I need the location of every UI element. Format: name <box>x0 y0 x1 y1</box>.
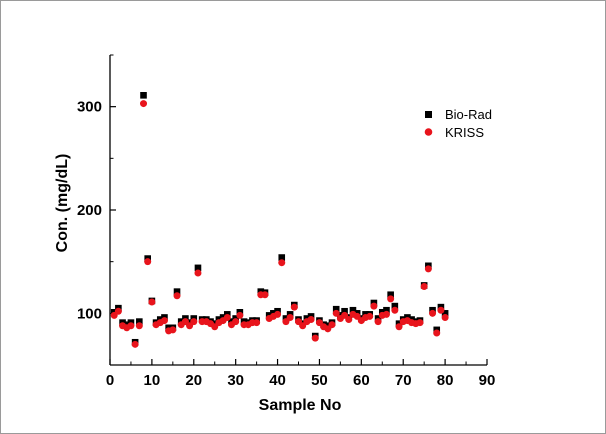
point-kriss <box>173 292 181 300</box>
point-kriss <box>433 329 441 337</box>
point-kriss <box>274 310 282 318</box>
point-bio-rad <box>173 288 181 295</box>
x-tick-label: 40 <box>269 372 286 389</box>
point-kriss <box>311 334 319 342</box>
point-bio-rad <box>136 318 143 325</box>
point-kriss <box>232 318 240 326</box>
point-kriss <box>114 307 122 315</box>
x-axis-label: Sample No <box>259 397 342 414</box>
x-tick-label: 50 <box>311 372 328 389</box>
x-tick-label: 70 <box>395 372 412 389</box>
data-points <box>110 92 449 348</box>
y-tick-label: 300 <box>77 99 102 116</box>
point-bio-rad <box>383 306 390 314</box>
x-tick-label: 10 <box>144 372 161 389</box>
point-kriss <box>391 306 399 314</box>
point-kriss <box>135 322 143 330</box>
point-bio-rad <box>387 291 394 299</box>
tick-marks: 0 10 20 30 40 50 60 70 80 90 100 200 300 <box>77 54 496 389</box>
legend-marker-kriss <box>424 128 433 136</box>
point-kriss <box>374 318 382 326</box>
point-bio-rad <box>341 307 348 315</box>
point-kriss <box>290 303 298 311</box>
point-kriss <box>278 259 286 267</box>
point-kriss <box>429 309 437 317</box>
point-kriss <box>387 295 395 303</box>
point-bio-rad <box>441 310 449 317</box>
point-kriss <box>366 312 374 320</box>
x-tick-label: 0 <box>106 372 114 389</box>
x-tick-label: 60 <box>353 372 370 389</box>
point-kriss <box>148 298 156 306</box>
point-kriss <box>424 265 432 273</box>
point-kriss <box>261 291 269 299</box>
point-kriss <box>382 310 390 318</box>
legend-marker-bio-rad <box>425 111 432 118</box>
x-tick-label: 90 <box>479 372 496 389</box>
y-tick-label: 200 <box>77 202 102 219</box>
x-tick-label: 80 <box>437 372 454 389</box>
legend: Bio-Rad KRISS <box>424 107 492 140</box>
point-kriss <box>328 321 336 329</box>
point-bio-rad <box>391 302 399 310</box>
point-kriss <box>286 313 294 321</box>
point-kriss <box>140 100 148 108</box>
point-kriss <box>236 311 244 319</box>
point-kriss <box>441 313 449 321</box>
point-kriss <box>169 326 177 334</box>
point-kriss <box>307 316 315 324</box>
point-bio-rad <box>278 254 286 261</box>
point-kriss <box>395 323 403 331</box>
x-tick-label: 20 <box>185 372 202 389</box>
legend-label-bio-rad: Bio-Rad <box>445 107 492 122</box>
point-kriss <box>194 269 202 277</box>
point-kriss <box>332 309 340 317</box>
y-axis-label: Con. (mg/dL) <box>54 154 71 253</box>
point-kriss <box>345 316 353 324</box>
point-kriss <box>223 313 231 321</box>
point-kriss <box>190 318 198 326</box>
point-kriss <box>144 258 152 266</box>
point-bio-rad <box>349 306 357 314</box>
point-kriss <box>416 319 424 327</box>
point-kriss <box>253 319 261 327</box>
legend-label-kriss: KRISS <box>445 125 484 140</box>
point-bio-rad <box>140 92 147 99</box>
point-kriss <box>131 340 139 348</box>
x-tick-label: 30 <box>227 372 244 389</box>
point-kriss <box>370 302 378 310</box>
point-kriss <box>420 282 428 290</box>
point-bio-rad <box>332 305 340 313</box>
point-kriss <box>160 317 168 325</box>
point-kriss <box>437 306 445 314</box>
point-bio-rad <box>194 264 202 272</box>
y-tick-label: 100 <box>77 305 102 322</box>
point-kriss <box>127 322 135 330</box>
